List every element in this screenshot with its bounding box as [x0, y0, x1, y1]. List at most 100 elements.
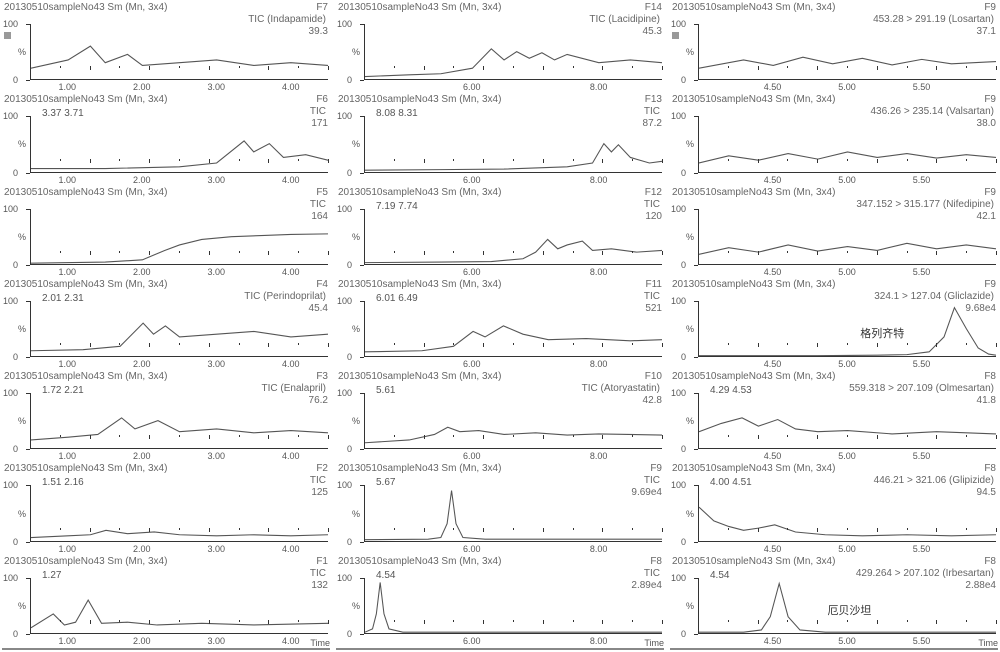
chromatogram-trace: [31, 116, 328, 171]
sample-label: 20130510sampleNo43 Sm (Mn, 3x4): [672, 94, 835, 105]
panel-intensity-value: 41.8: [977, 395, 996, 406]
panel-intensity-value: 37.1: [977, 26, 996, 37]
panel-intensity-value: 521: [645, 303, 662, 314]
panel-intensity-value: 120: [645, 211, 662, 222]
chart-panel: 20130510sampleNo43 Sm (Mn, 3x4)F14TIC (L…: [336, 2, 664, 94]
x-tick-label: 5.50: [913, 544, 931, 554]
chart-panel: 20130510sampleNo43 Sm (Mn, 3x4)F9436.26 …: [670, 94, 998, 186]
chart-area: 0100%1.002.003.004.00: [2, 393, 330, 463]
plot-region: [30, 393, 328, 449]
panel-intensity-value: 39.3: [309, 26, 328, 37]
x-axis: 4.505.005.50: [698, 542, 996, 556]
panel-intensity-value: 38.0: [977, 118, 996, 129]
x-tick-label: 5.50: [913, 267, 931, 277]
y-tick-label: 100: [3, 388, 18, 398]
panel-header: 20130510sampleNo43 Sm (Mn, 3x4)F11: [336, 279, 664, 290]
x-tick-label: 4.00: [282, 544, 300, 554]
panel-intensity-value: 94.5: [977, 487, 996, 498]
chart-panel: 20130510sampleNo43 Sm (Mn, 3x4)F9324.1 >…: [670, 279, 998, 371]
x-tick-label: 5.50: [913, 451, 931, 461]
panel-subheader: TIC: [308, 568, 328, 579]
x-tick-label: 1.00: [58, 359, 76, 369]
x-tick-label: 1.00: [58, 636, 76, 646]
y-axis: 0100%: [2, 301, 30, 357]
y-unit-label: %: [352, 416, 360, 426]
panel-intensity-value: 76.2: [309, 395, 328, 406]
x-tick-label: 4.50: [764, 451, 782, 461]
peak-labels: 5.61: [376, 385, 395, 396]
x-tick-label: 5.00: [838, 544, 856, 554]
x-tick-label: 2.00: [133, 544, 151, 554]
y-tick-label: 0: [13, 75, 18, 85]
panel-intensity-value: 45.4: [309, 303, 328, 314]
panel-header: 20130510sampleNo43 Sm (Mn, 3x4)F8: [670, 371, 998, 382]
sample-label: 20130510sampleNo43 Sm (Mn, 3x4): [4, 2, 167, 13]
x-tick-label: 5.00: [838, 636, 856, 646]
x-tick-label: 8.00: [590, 175, 608, 185]
sample-label: 20130510sampleNo43 Sm (Mn, 3x4): [672, 187, 835, 198]
panel-intensity-value: 132: [311, 580, 328, 591]
panel-header: 20130510sampleNo43 Sm (Mn, 3x4)F6: [2, 94, 330, 105]
peak-labels: 4.54: [376, 570, 395, 581]
panel-header: 20130510sampleNo43 Sm (Mn, 3x4)F8: [336, 556, 664, 567]
y-unit-label: %: [686, 601, 694, 611]
panel-header: 20130510sampleNo43 Sm (Mn, 3x4) F1: [2, 556, 330, 567]
function-label: F10: [645, 371, 662, 382]
plot-region: [364, 24, 662, 80]
panel-subheader: TIC: [308, 475, 328, 486]
x-tick-label: 4.50: [764, 267, 782, 277]
chromatogram-trace: [365, 301, 662, 356]
y-tick-label: 100: [3, 573, 18, 583]
y-tick-label: 100: [3, 296, 18, 306]
x-axis: 6.008.00: [364, 542, 662, 556]
plot-region: [364, 116, 662, 172]
x-tick-label: 5.50: [913, 175, 931, 185]
panel-header: 20130510sampleNo43 Sm (Mn, 3x4)F10: [336, 371, 664, 382]
chart-area: 0100%6.008.00: [336, 301, 664, 371]
x-tick-label: 3.00: [207, 267, 225, 277]
panel-intensity-value: 45.3: [643, 26, 662, 37]
function-label: F7: [316, 2, 328, 13]
chart-area: 0100%6.008.00: [336, 393, 664, 463]
x-tick-label: 2.00: [133, 636, 151, 646]
y-tick-label: 100: [337, 296, 352, 306]
panel-header: 20130510sampleNo43 Sm (Mn, 3x4)F9: [336, 463, 664, 474]
y-axis: 0100%: [336, 209, 364, 265]
y-tick-label: 0: [681, 537, 686, 547]
plot-region: [30, 301, 328, 357]
function-label: F9: [984, 2, 996, 13]
peak-labels: 4.54: [710, 570, 729, 581]
y-tick-label: 0: [13, 168, 18, 178]
y-tick-label: 0: [681, 629, 686, 639]
y-tick-label: 100: [337, 573, 352, 583]
sample-label: 20130510sampleNo43 Sm (Mn, 3x4): [4, 556, 167, 567]
y-tick-label: 100: [337, 19, 352, 29]
panel-intensity-value: 9.69e4: [631, 487, 662, 498]
x-axis: 4.505.005.50: [698, 173, 996, 187]
function-label: F11: [646, 279, 663, 290]
sample-label: 20130510sampleNo43 Sm (Mn, 3x4): [4, 187, 167, 198]
chromatogram-trace: [699, 116, 996, 171]
sample-label: 20130510sampleNo43 Sm (Mn, 3x4): [4, 463, 167, 474]
x-axis: 6.008.00: [364, 265, 662, 279]
y-unit-label: %: [686, 324, 694, 334]
y-tick-label: 0: [347, 168, 352, 178]
x-axis: 6.008.00Time: [364, 634, 662, 648]
y-axis: 0100%: [2, 393, 30, 449]
y-unit-label: %: [18, 416, 26, 426]
y-axis: 0100%: [336, 116, 364, 172]
y-axis: 0100%: [670, 209, 698, 265]
chromatogram-trace: [699, 301, 996, 356]
x-tick-label: 2.00: [133, 82, 151, 92]
x-tick-label: 6.00: [463, 451, 481, 461]
y-axis: 0100%: [670, 116, 698, 172]
y-tick-label: 0: [13, 444, 18, 454]
x-axis: 1.002.003.004.00: [30, 265, 328, 279]
chart-panel: 20130510sampleNo43 Sm (Mn, 3x4)F8559.318…: [670, 371, 998, 463]
function-label: F1: [316, 556, 328, 567]
x-tick-label: 4.00: [282, 636, 300, 646]
x-tick-label: 6.00: [463, 359, 481, 369]
x-tick-label: 3.00: [207, 82, 225, 92]
x-tick-label: 5.00: [838, 359, 856, 369]
y-unit-label: %: [352, 324, 360, 334]
